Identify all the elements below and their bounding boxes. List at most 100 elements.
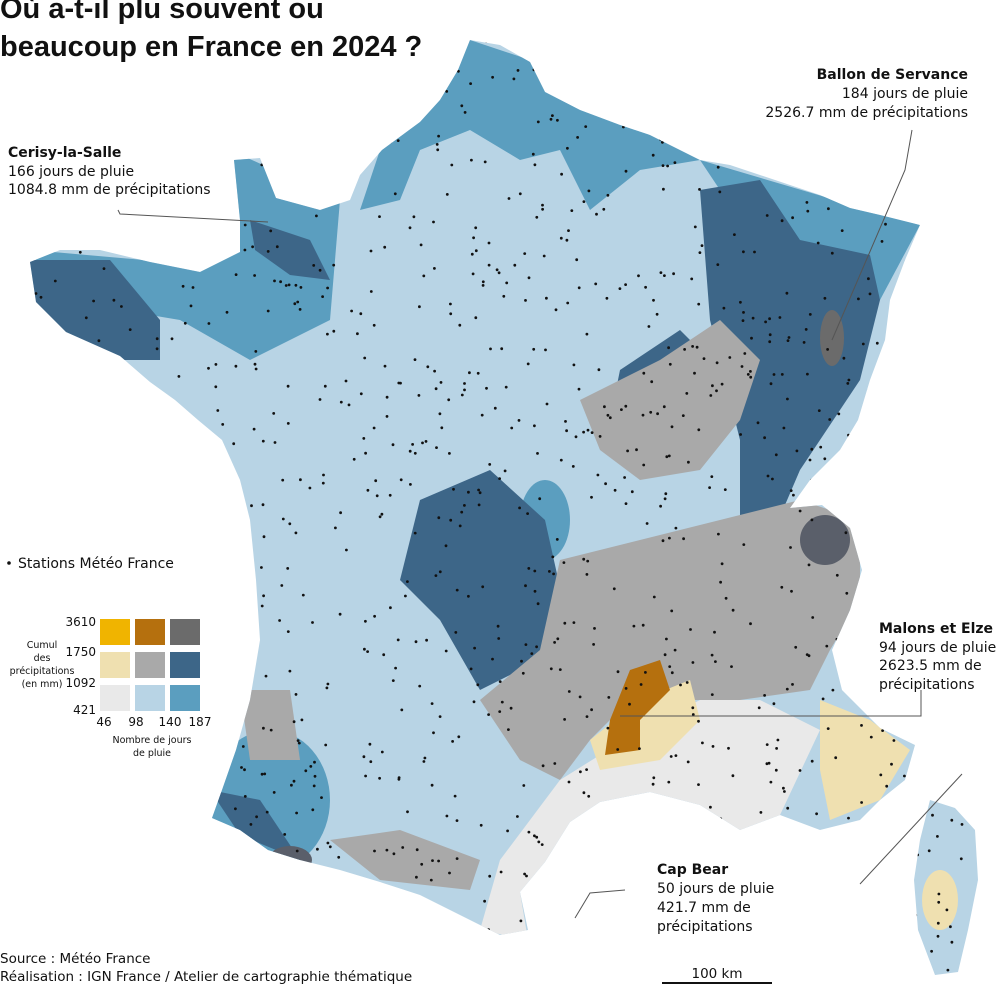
station [296, 903, 299, 907]
station [623, 476, 626, 479]
station [746, 373, 750, 376]
station [845, 591, 849, 595]
scale-label: 100 km [691, 966, 742, 982]
station [43, 831, 47, 835]
station [512, 77, 516, 81]
station [451, 740, 454, 743]
station [491, 657, 494, 661]
station [533, 163, 537, 167]
station [810, 518, 814, 522]
station [301, 935, 305, 939]
station [698, 188, 701, 191]
station [155, 337, 159, 341]
station [912, 350, 916, 354]
station [391, 679, 395, 682]
station [668, 536, 671, 540]
station [523, 252, 527, 256]
station [677, 57, 681, 60]
station [541, 207, 544, 211]
station [273, 279, 276, 283]
station [379, 883, 382, 887]
station [252, 427, 256, 431]
station [925, 205, 929, 209]
station [945, 140, 949, 144]
station [406, 580, 409, 583]
station [603, 405, 606, 409]
station [110, 871, 113, 875]
station [372, 323, 376, 327]
station [622, 125, 625, 129]
station [505, 281, 509, 285]
station [135, 154, 139, 158]
station [598, 435, 602, 438]
station [642, 371, 646, 375]
station [474, 249, 478, 253]
station [380, 512, 384, 516]
station [31, 626, 35, 629]
station [372, 426, 376, 430]
station [38, 614, 42, 618]
station [524, 299, 527, 302]
station [733, 233, 736, 237]
station [344, 379, 348, 383]
station [542, 254, 546, 258]
station [455, 857, 459, 860]
station [898, 123, 902, 126]
station [818, 191, 821, 194]
station [555, 538, 559, 541]
station [649, 410, 653, 414]
station [43, 590, 47, 594]
station [662, 405, 666, 409]
station [857, 297, 860, 301]
station [953, 750, 957, 753]
station [750, 145, 753, 149]
station [328, 81, 332, 84]
station [702, 357, 706, 360]
station [912, 928, 915, 931]
station [431, 859, 434, 862]
station [813, 947, 817, 951]
title-line: beaucoup en France en 2024 ? [0, 31, 422, 63]
station [718, 190, 722, 194]
station [240, 657, 244, 661]
station [382, 921, 386, 925]
station [483, 160, 487, 164]
station [831, 688, 835, 692]
station [197, 141, 201, 145]
station [214, 665, 218, 669]
station [97, 339, 101, 343]
station [896, 449, 899, 452]
station [115, 844, 119, 848]
station [623, 950, 627, 953]
station [455, 588, 459, 592]
station [562, 921, 566, 925]
station [283, 833, 287, 836]
station [670, 425, 674, 429]
station [823, 457, 827, 461]
station [449, 518, 453, 522]
station [472, 236, 475, 240]
station [697, 302, 701, 306]
station [585, 891, 589, 894]
station [868, 690, 872, 694]
station [776, 738, 780, 742]
station [652, 298, 655, 302]
station [674, 138, 678, 141]
station [939, 519, 943, 523]
station [241, 745, 245, 748]
station [888, 185, 892, 189]
station [362, 437, 366, 440]
station [266, 250, 270, 253]
station [375, 901, 379, 905]
station [750, 973, 753, 975]
station [22, 97, 25, 100]
station [775, 747, 778, 750]
station [582, 557, 586, 561]
station [362, 755, 366, 759]
station [741, 319, 745, 322]
station [932, 733, 936, 736]
station [360, 963, 363, 966]
station [868, 847, 871, 850]
station [21, 484, 24, 487]
station [582, 200, 586, 204]
